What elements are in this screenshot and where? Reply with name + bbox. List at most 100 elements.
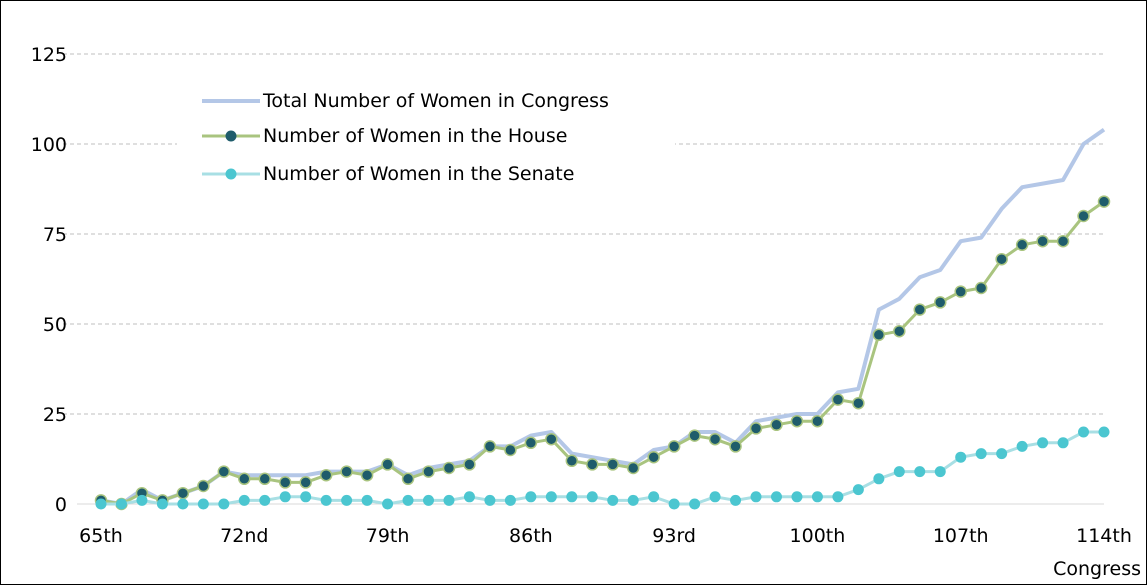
x-tick-label: 65th — [79, 525, 123, 547]
data-point — [341, 494, 353, 506]
data-point — [401, 472, 415, 486]
data-point — [873, 473, 885, 485]
data-point — [831, 393, 845, 406]
data-point — [360, 468, 374, 482]
data-point — [1036, 234, 1049, 248]
data-point — [463, 491, 475, 503]
data-point — [1056, 234, 1070, 248]
data-point — [1015, 238, 1029, 252]
data-point — [238, 472, 251, 486]
data-point — [668, 498, 680, 510]
data-point — [299, 476, 312, 489]
y-tick-label: 25 — [43, 404, 67, 426]
data-point — [996, 448, 1008, 460]
data-point — [381, 458, 394, 471]
x-axis-label: Congress — [1053, 558, 1141, 580]
data-point — [279, 491, 291, 503]
data-point — [586, 458, 599, 471]
data-point — [156, 498, 168, 510]
data-point — [607, 494, 619, 506]
data-point — [402, 494, 414, 506]
data-point — [340, 465, 353, 478]
data-point — [606, 458, 619, 471]
data-point — [115, 498, 127, 510]
data-point — [934, 466, 946, 478]
y-tick-label: 125 — [31, 44, 67, 66]
data-point — [443, 494, 455, 506]
data-point — [320, 494, 332, 506]
data-point — [893, 466, 905, 478]
data-point — [1078, 426, 1090, 438]
data-point — [361, 494, 373, 506]
data-point — [872, 328, 886, 342]
x-tick-label: 72nd — [220, 525, 268, 547]
data-point — [278, 476, 292, 489]
data-point — [197, 479, 210, 493]
legend-marker — [225, 130, 237, 142]
legend-marker — [225, 168, 237, 180]
y-tick-label: 100 — [31, 134, 67, 156]
series-lines — [94, 127, 1111, 511]
x-tick-label: 114th — [1076, 525, 1132, 547]
data-point — [136, 494, 148, 506]
data-point — [259, 494, 271, 506]
data-point — [177, 498, 189, 510]
data-point — [729, 440, 742, 453]
data-point — [852, 396, 865, 410]
data-point — [382, 498, 394, 510]
data-point — [689, 498, 701, 510]
data-point — [688, 429, 701, 442]
data-point — [852, 484, 864, 496]
data-point — [667, 440, 681, 453]
data-point — [627, 494, 639, 506]
y-tick-label: 75 — [43, 224, 67, 246]
data-point — [893, 324, 906, 338]
data-point — [954, 285, 967, 298]
data-point — [974, 281, 988, 295]
legend-item: Number of Women in the House — [202, 125, 567, 147]
data-point — [176, 486, 190, 500]
data-point — [525, 491, 537, 503]
data-point — [1098, 426, 1110, 438]
data-point — [524, 436, 538, 450]
data-point — [647, 450, 660, 464]
data-point — [1016, 440, 1028, 452]
data-point — [545, 432, 558, 446]
data-point — [626, 461, 640, 475]
data-point — [955, 451, 967, 463]
data-point — [217, 465, 231, 478]
x-tick-label: 107th — [933, 525, 989, 547]
series-line — [101, 430, 1104, 506]
y-axis-tick-labels: 0 25 50 75 100 125 — [31, 44, 67, 516]
data-point — [770, 418, 783, 432]
data-point — [914, 466, 926, 478]
data-point — [545, 491, 557, 503]
legend-label: Total Number of Women in Congress — [262, 90, 609, 112]
data-point — [504, 494, 516, 506]
data-point — [790, 414, 804, 428]
data-point — [218, 498, 230, 510]
data-point — [708, 432, 722, 446]
data-point — [238, 494, 250, 506]
x-tick-label: 100th — [790, 525, 846, 547]
data-point — [933, 296, 947, 309]
series-3 — [95, 426, 1110, 510]
data-point — [1037, 437, 1049, 449]
data-point — [258, 472, 272, 486]
data-point — [975, 448, 987, 460]
data-point — [300, 491, 312, 503]
data-point — [1097, 195, 1111, 208]
data-point — [648, 491, 660, 503]
data-point — [913, 303, 927, 316]
data-point — [319, 468, 333, 482]
data-point — [811, 491, 823, 503]
data-point — [709, 491, 721, 503]
data-point — [995, 252, 1008, 266]
data-point — [832, 491, 844, 503]
data-point — [484, 494, 496, 506]
data-point — [586, 491, 598, 503]
data-point — [422, 465, 435, 478]
data-point — [95, 498, 107, 510]
